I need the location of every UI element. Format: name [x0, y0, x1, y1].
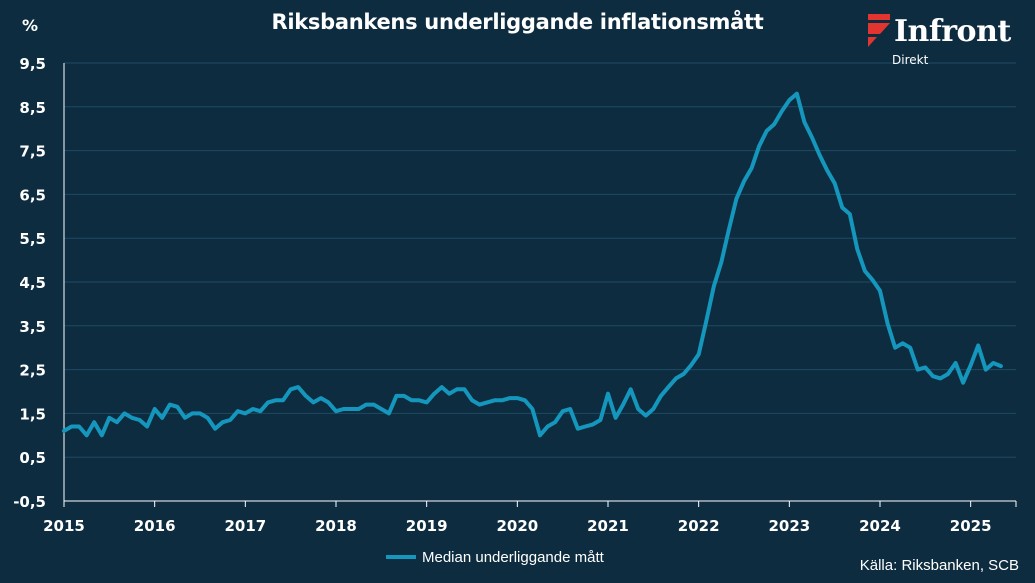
y-tick-label: 3,5: [19, 318, 46, 336]
y-tick-label: 9,5: [19, 55, 46, 73]
y-tick-label: 8,5: [19, 99, 46, 117]
y-axis-unit-label: %: [22, 16, 39, 35]
x-tick-label: 2021: [587, 517, 629, 535]
x-tick-label: 2015: [43, 517, 85, 535]
x-tick-label: 2023: [768, 517, 810, 535]
y-tick-label: 0,5: [19, 449, 46, 467]
x-axis-ticks: 2015 2016 2017 2018 2019 2020 2021 2022 2023 2024…: [43, 501, 1017, 535]
legend-swatch: [386, 555, 416, 559]
y-tick-label: 1,5: [19, 405, 46, 423]
y-tick-label: 6,5: [19, 186, 46, 204]
grid-lines: [64, 62, 1016, 458]
y-tick-label: 7,5: [19, 143, 46, 161]
logo-wordmark: Infront: [894, 14, 1011, 49]
source-note: Källa: Riksbanken, SCB: [859, 557, 1019, 574]
infront-flag-logo-icon: [868, 14, 890, 47]
logo-subtitle: Direkt: [892, 53, 929, 67]
series-line: [62, 91, 1003, 438]
y-tick-label: 2,5: [19, 362, 46, 380]
x-tick-label: 2020: [496, 517, 538, 535]
x-tick-label: 2018: [315, 517, 357, 535]
x-tick-label: 2016: [134, 517, 176, 535]
axes: [63, 63, 1016, 502]
legend-label: Median underliggande mått: [422, 548, 604, 566]
y-tick-label: 4,5: [19, 274, 46, 292]
chart-legend: Median underliggande mått: [386, 546, 604, 568]
y-axis-ticks: -0,5 0,5 1,5 2,5 3,5 4,5 5,5 6,5 7,5 8,5 9,5: [13, 55, 46, 511]
y-tick-label: -0,5: [13, 493, 46, 511]
x-tick-label: 2019: [406, 517, 448, 535]
x-tick-label: 2024: [859, 517, 901, 535]
y-tick-label: 5,5: [19, 230, 46, 248]
series-layer: [62, 91, 1003, 438]
infront-logo: Infront Direkt: [866, 12, 1026, 72]
x-tick-label: 2022: [678, 517, 720, 535]
x-tick-label: 2025: [950, 517, 992, 535]
x-tick-label: 2017: [224, 517, 266, 535]
chart-title: Riksbankens underliggande inflationsmått: [271, 10, 764, 34]
